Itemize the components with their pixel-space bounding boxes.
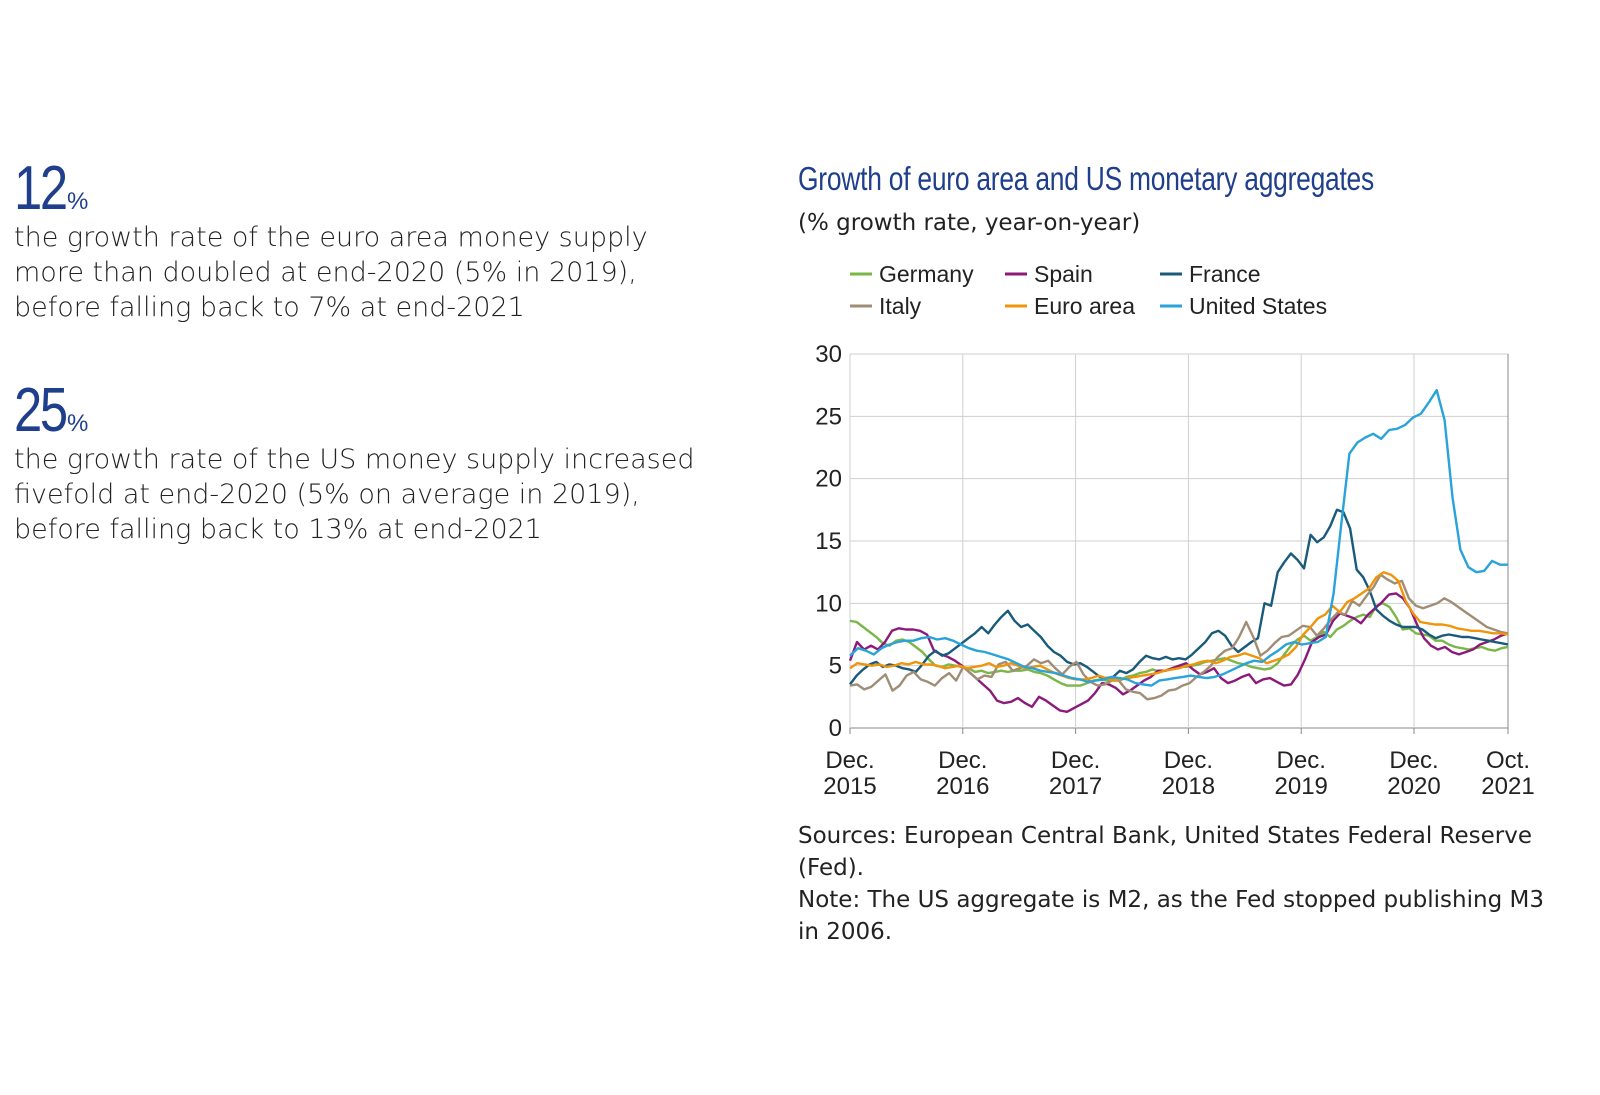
- series-line-italy: [849, 573, 1509, 701]
- series-line-euro-area: [849, 571, 1509, 682]
- stat-unit: %: [66, 188, 89, 215]
- chart-subtitle: (% growth rate, year-on-year): [798, 210, 1141, 236]
- stat-line: the growth rate of the US money supply i…: [14, 444, 695, 475]
- stat-unit: %: [66, 410, 89, 437]
- footnote-note: Note: The US aggregate is M2, as the Fed…: [798, 887, 1544, 913]
- y-tick-label: 0: [829, 715, 842, 742]
- stat-line: the growth rate of the euro area money s…: [14, 222, 648, 253]
- x-tick-label: Oct. 2021: [1481, 747, 1534, 800]
- stat-line: fivefold at end-2020 (5% on average in 2…: [14, 479, 640, 510]
- stat-block-us: 25% the growth rate of the US money supp…: [14, 380, 734, 547]
- legend-label-euro-area: Euro area: [1034, 293, 1135, 319]
- y-tick-label: 20: [815, 466, 842, 493]
- stat-figure: 12%: [14, 158, 734, 220]
- stat-line: before falling back to 7% at end-2021: [14, 292, 525, 323]
- stat-figure: 25%: [14, 380, 734, 442]
- stat-number: 12: [14, 154, 68, 223]
- chart-title: Growth of euro area and US monetary aggr…: [798, 160, 1374, 197]
- footnote-sources: Sources: European Central Bank, United S…: [798, 823, 1532, 881]
- chart-legend: Germany Spain France Italy Euro area United S…: [850, 261, 1327, 319]
- x-tick-label: Dec. 2019: [1275, 747, 1328, 800]
- legend-label-italy: Italy: [879, 293, 922, 319]
- footnote-note-cont: in 2006.: [798, 919, 893, 945]
- series-line-united-states: [849, 388, 1508, 687]
- y-axis: 0 5 10 15 20 25 30: [815, 341, 842, 742]
- chart-series: [848, 388, 1509, 713]
- x-axis: Dec. 2015 Dec. 2016 Dec. 2017 Dec. 2018 Dec. 2019…: [823, 747, 1534, 800]
- stat-description: the growth rate of the US money supply i…: [14, 442, 734, 547]
- chart-footnote: Sources: European Central Bank, United S…: [798, 820, 1588, 948]
- stat-number: 25: [14, 376, 68, 445]
- stat-line: more than doubled at end-2020 (5% in 201…: [14, 257, 637, 288]
- series-line-spain: [848, 592, 1509, 713]
- legend-label-germany: Germany: [879, 261, 974, 287]
- y-tick-label: 5: [829, 653, 842, 680]
- x-tick-label: Dec. 2016: [936, 747, 989, 800]
- x-tick-label: Dec. 2015: [823, 747, 876, 800]
- y-tick-label: 10: [815, 590, 842, 617]
- stat-description: the growth rate of the euro area money s…: [14, 220, 734, 325]
- x-tick-label: Dec. 2017: [1049, 747, 1102, 800]
- line-chart: Germany Spain France Italy Euro area United S…: [815, 261, 1534, 800]
- stat-line: before falling back to 13% at end-2021: [14, 514, 542, 545]
- x-tick-label: Dec. 2018: [1162, 747, 1215, 800]
- x-tick-label: Dec. 2020: [1387, 747, 1440, 800]
- legend-label-spain: Spain: [1034, 261, 1093, 287]
- y-tick-label: 15: [815, 528, 842, 555]
- legend-label-france: France: [1189, 261, 1261, 287]
- stat-block-euro: 12% the growth rate of the euro area mon…: [14, 158, 734, 325]
- y-tick-label: 30: [815, 341, 842, 368]
- y-tick-label: 25: [815, 403, 842, 430]
- legend-label-united-states: United States: [1189, 293, 1327, 319]
